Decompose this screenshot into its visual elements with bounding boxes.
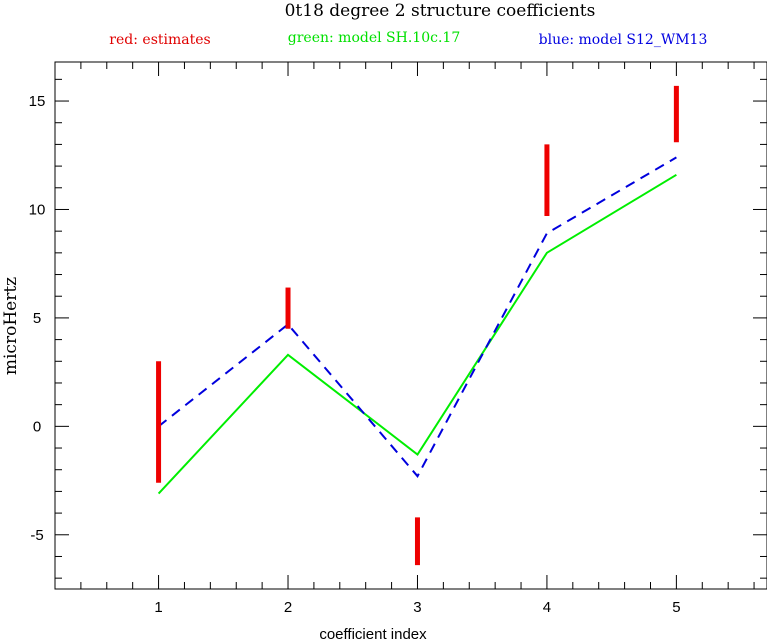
- y-tick-label: 10: [29, 201, 46, 218]
- x-tick-label: 2: [284, 599, 292, 616]
- plot-frame: [54, 61, 767, 590]
- legend-green-model: green: model SH.10c.17: [288, 30, 460, 46]
- series-line-green: [157, 173, 677, 495]
- y-tick-label: 0: [33, 418, 41, 435]
- x-tick-label: 4: [543, 599, 551, 616]
- y-tick-label: 15: [29, 93, 46, 110]
- chart-title: 0t18 degree 2 structure coefficients: [285, 1, 596, 21]
- y-tick-label: -5: [30, 527, 43, 544]
- series-line-blue: [157, 156, 677, 478]
- x-tick-label: 5: [672, 599, 680, 616]
- x-axis-label: coefficient index: [319, 626, 427, 641]
- x-tick-label: 3: [413, 599, 421, 616]
- axis-ticks: [54, 62, 767, 589]
- y-axis-label: microHertz: [1, 277, 21, 375]
- y-tick-label: 5: [33, 310, 41, 327]
- tick-labels: -5 0 5 10 15 1 2 3 4 5: [29, 93, 681, 616]
- x-tick-label: 1: [154, 599, 162, 616]
- chart-marks: [156, 85, 679, 566]
- legend-blue-model: blue: model S12_WM13: [539, 32, 708, 48]
- legend-estimates: red: estimates: [109, 32, 210, 48]
